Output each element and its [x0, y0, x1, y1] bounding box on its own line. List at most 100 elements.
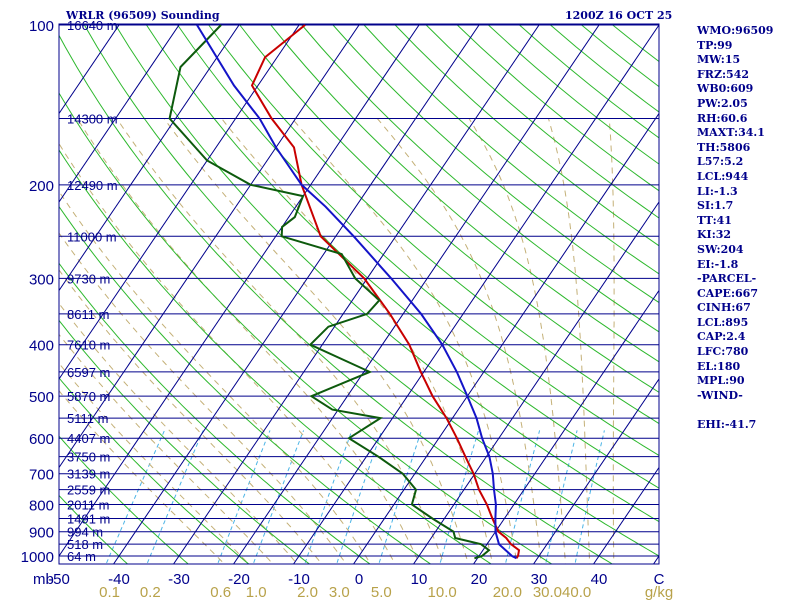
moist-adiabat: [59, 333, 274, 564]
isotherm: [59, 24, 241, 292]
mixing-ratio-label: 5.0: [371, 584, 392, 600]
temperature-tick-label: 30: [531, 571, 548, 588]
moist-adiabat: [59, 142, 396, 564]
moist-adiabat: [376, 118, 542, 564]
moist-adiabat: [468, 118, 567, 564]
height-label: 16640 m: [67, 18, 118, 33]
mixing-ratio-lines: [105, 430, 605, 564]
dewpoint-trace: [168, 24, 491, 560]
height-label: 3750 m: [67, 450, 110, 465]
index-item: LI:-1.3: [697, 184, 738, 198]
height-label: 7610 m: [67, 338, 110, 353]
height-label: 5870 m: [67, 389, 110, 404]
mixing-ratio-label: 0.2: [140, 584, 161, 600]
mixing-ratio-line: [146, 430, 204, 564]
height-label: 11000 m: [67, 229, 117, 244]
pressure-label: 800: [29, 498, 54, 515]
mixing-ratio-line: [545, 430, 578, 564]
index-item: EL:180: [697, 359, 741, 373]
index-item: TH:5806: [697, 140, 751, 154]
sounding-traces: [168, 24, 521, 560]
pressure-label: 100: [29, 18, 54, 35]
mixing-ratio-label: 3.0: [329, 584, 350, 600]
dry-adiabat: [362, 24, 659, 275]
pressure-label: 500: [29, 389, 54, 406]
height-label: 5111 m: [67, 411, 108, 426]
stability-indices-panel: WMO:96509 TP:99 MW:15 FRZ:542 WB0:609 PW:2.05…: [697, 24, 797, 433]
index-item: LFC:780: [697, 345, 749, 359]
mixing-ratio-label: 30.0: [533, 584, 562, 600]
dry-adiabat: [207, 24, 659, 425]
isotherm: [59, 24, 181, 203]
isotherm: [532, 378, 659, 564]
isotherm: [232, 24, 601, 564]
dry-adiabat: [331, 24, 659, 304]
height-label: 518 m: [67, 537, 103, 552]
index-item: PW:2.05: [697, 96, 748, 110]
index-item: -WIND-: [697, 388, 743, 402]
height-label: 994 m: [67, 525, 103, 540]
mixing-ratio-line: [439, 430, 480, 564]
index-item: L57:5.2: [697, 155, 744, 169]
pressure-label: 1000: [21, 549, 54, 566]
dry-adiabat: [59, 34, 614, 564]
temperature-unit-label: C: [654, 571, 665, 588]
moist-adiabats: [59, 118, 615, 564]
temperature-tick-label: -50: [48, 571, 70, 588]
isotherm: [292, 24, 659, 564]
plot-frame: [58, 23, 660, 565]
isotherm: [112, 24, 481, 564]
isotherm: [0, 1, 15, 570]
moist-adiabat: [163, 118, 469, 564]
pressure-label: 200: [29, 178, 54, 195]
temperature-tick-label: 20: [471, 571, 488, 588]
dry-adiabats: [59, 24, 659, 564]
temperature-tick-label: 10: [411, 571, 428, 588]
mixing-ratio-unit-label: g/kg: [645, 584, 673, 600]
moist-adiabat: [291, 118, 518, 564]
index-item: LCL:944: [697, 169, 749, 183]
index-item: CAP:2.4: [697, 330, 746, 344]
index-item: -PARCEL-: [697, 272, 757, 286]
index-item: CINH:67: [697, 301, 751, 315]
mixing-ratio-line: [252, 430, 305, 564]
mixing-ratio-label: 2.0: [297, 584, 318, 600]
temperature-trace: [250, 24, 521, 559]
dry-adiabat: [300, 24, 659, 333]
index-item: MW:15: [697, 53, 741, 67]
height-label: 3139 m: [67, 467, 110, 482]
index-item: WB0:609: [697, 82, 754, 96]
pressure-label: 300: [29, 271, 54, 288]
index-item: SI:1.7: [697, 199, 734, 213]
dry-adiabat: [238, 24, 659, 393]
mixing-ratio-line: [304, 430, 353, 564]
temperature-tick-label: 40: [591, 571, 608, 588]
height-label: 9730 m: [67, 271, 110, 286]
index-item: KI:32: [697, 228, 732, 242]
index-item: TP:99: [697, 38, 733, 52]
mixing-ratio-label: 1.0: [246, 584, 267, 600]
pressure-label: 900: [29, 525, 54, 542]
parcel-trace: [196, 24, 517, 560]
station-title: WRLR (96509) Sounding: [66, 9, 220, 22]
isotherm: [59, 24, 301, 380]
mixing-ratio-line: [217, 430, 271, 564]
index-item: FRZ:542: [697, 67, 750, 81]
moist-adiabat: [548, 118, 591, 564]
index-item: CAPE:667: [697, 286, 758, 300]
isotherm: [59, 24, 421, 557]
index-item: TT:41: [697, 213, 732, 227]
mixing-ratio-label: 0.6: [210, 584, 231, 600]
height-label: 14300 m: [67, 112, 118, 127]
index-item: EHI:-41.7: [697, 418, 757, 432]
isotherm: [59, 24, 361, 469]
pressure-label: 400: [29, 338, 54, 355]
index-item: SW:204: [697, 242, 744, 256]
height-label: 2559 m: [67, 483, 110, 498]
index-item: [697, 403, 797, 418]
moist-adiabat: [116, 118, 445, 564]
mixing-ratio-line: [336, 430, 383, 564]
mixing-ratio-label: 10.0: [428, 584, 457, 600]
dry-adiabat: [176, 24, 659, 457]
